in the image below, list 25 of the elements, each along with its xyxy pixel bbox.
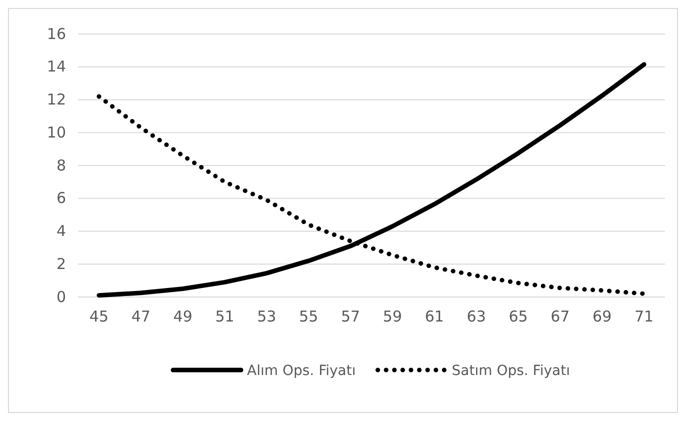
- x-tick-label: 51: [215, 308, 234, 326]
- x-tick-label: 55: [299, 308, 318, 326]
- x-tick-label: 53: [257, 308, 276, 326]
- y-tick-label: 4: [56, 222, 66, 240]
- x-tick-label: 45: [89, 308, 109, 326]
- x-tick-label: 63: [466, 308, 486, 326]
- x-tick-label: 49: [173, 308, 192, 326]
- y-tick-label: 12: [46, 90, 66, 109]
- y-tick-label: 6: [56, 189, 66, 208]
- legend-label: Alım Ops. Fiyatı: [247, 363, 356, 379]
- y-tick-label: 14: [46, 58, 66, 76]
- x-tick-label: 67: [550, 308, 570, 326]
- y-tick-label: 10: [46, 123, 66, 142]
- y-tick-label: 2: [56, 254, 66, 273]
- x-tick-label: 71: [634, 308, 654, 326]
- y-tick-label: 0: [56, 288, 66, 306]
- x-tick-label: 57: [340, 308, 360, 326]
- x-tick-label: 65: [508, 308, 528, 326]
- x-tick-label: 69: [592, 308, 612, 326]
- x-tick-label: 59: [382, 308, 402, 326]
- legend-label: Satım Ops. Fiyatı: [452, 363, 570, 379]
- x-tick-label: 61: [424, 308, 444, 326]
- y-tick-label: 16: [46, 24, 66, 43]
- x-tick-label: 47: [131, 308, 150, 326]
- y-tick-label: 8: [56, 156, 66, 174]
